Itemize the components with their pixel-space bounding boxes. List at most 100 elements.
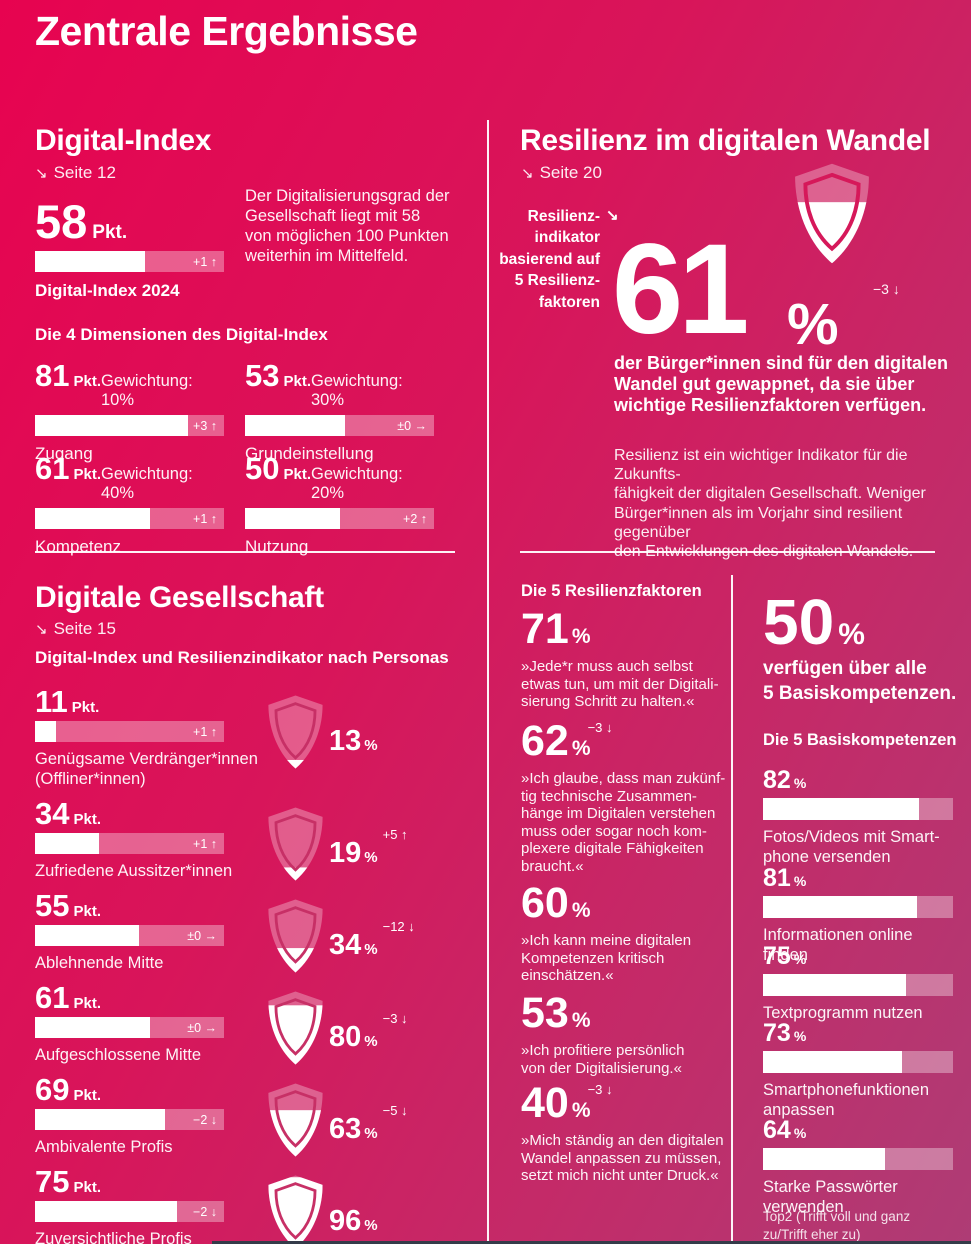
persona-change-badge: ±0 →	[187, 928, 217, 943]
persona-change-badge: −2 ↓	[193, 1204, 217, 1219]
digital-index-intro-text: Der Digitalisierungsgrad der Gesellschaf…	[245, 187, 450, 266]
dimension-unit: Pkt.	[73, 373, 101, 390]
dimension-change-badge: +1 ↑	[193, 511, 217, 526]
dimension-label: Grundeinstellung	[245, 444, 374, 463]
persona-unit: Pkt.	[73, 1179, 101, 1196]
persona-label: Genügsame Verdränger*innen (Offliner*inn…	[35, 750, 258, 788]
persona-bar-fill	[35, 1017, 151, 1038]
persona-label: Zuversichtliche Profis	[35, 1230, 192, 1244]
page-link-seite-20[interactable]: ↘ Seite 20	[521, 163, 602, 183]
page-link-label: Seite 20	[539, 163, 602, 182]
kompetenz-bar	[763, 1148, 953, 1170]
dimension-value: 50	[245, 451, 280, 486]
dimension-bar: +3 ↑	[35, 415, 224, 436]
resilience-value: 80% −3 ↓	[329, 1011, 408, 1053]
resilience-change-badge: +5 ↑	[382, 827, 408, 842]
dimension-unit: Pkt.	[283, 466, 311, 483]
dimension-card-kompetenz: 61 Pkt. Gewichtung: 40% +1 ↑ Kompetenz	[35, 453, 224, 557]
faktor-item: 40% −3 ↓ »Mich ständig an den digitalen W…	[521, 1082, 726, 1185]
dimension-change-badge: +2 ↑	[403, 511, 427, 526]
section-heading-resilienz: Resilienz im digitalen Wandel	[520, 124, 931, 157]
kompetenzen-statement: verfügen über alle 5 Basiskompetenzen.	[763, 658, 957, 704]
dimension-card-nutzung: 50 Pkt. Gewichtung: 20% +2 ↑ Nutzung	[245, 453, 434, 557]
score-bar: +1 ↑	[35, 251, 224, 272]
persona-change-badge: +1 ↑	[193, 724, 217, 739]
kompetenz-bar-fill	[763, 1051, 902, 1073]
dimension-value: 61	[35, 451, 70, 486]
persona-unit: Pkt.	[73, 811, 101, 828]
kompetenz-bar	[763, 798, 953, 820]
faktor-quote: »Ich glaube, dass man zukünf- tig techni…	[521, 770, 726, 875]
resilience-value: 19% +5 ↑	[329, 827, 408, 869]
persona-row: 69 Pkt. −2 ↓ Ambivalente Profis 63% −5 ↓	[35, 1074, 465, 1158]
kompetenz-label: Textprogramm nutzen	[763, 1004, 923, 1022]
persona-bar: −2 ↓	[35, 1201, 224, 1222]
kompetenz-bar	[763, 1051, 953, 1073]
kompetenz-label: Fotos/Videos mit Smart- phone versenden	[763, 828, 940, 866]
persona-bar-fill	[35, 1109, 166, 1130]
page-link-seite-15[interactable]: ↘ Seite 15	[35, 619, 116, 639]
resilience-value: 63% −5 ↓	[329, 1103, 408, 1145]
kompetenz-label: Informationen online finden	[763, 926, 913, 964]
persona-bar: −2 ↓	[35, 1109, 224, 1130]
dimension-label: Nutzung	[245, 537, 309, 556]
kompetenz-item: 82% Fotos/Videos mit Smart- phone versen…	[763, 768, 958, 868]
kompetenz-item: 64% Starke Passwörter verwenden	[763, 1118, 958, 1218]
kompetenzen-heading: Die 5 Basiskompetenzen	[763, 731, 957, 749]
persona-change-badge: −2 ↓	[193, 1112, 217, 1127]
faktor-quote: »Mich ständig an den digitalen Wandel an…	[521, 1132, 724, 1185]
divider-vertical-sub	[731, 575, 733, 1244]
dimension-card-grundeinstellung: 53 Pkt. Gewichtung: 30% ±0 → Grundeinstell…	[245, 360, 434, 464]
resilience-shield-icon	[268, 695, 323, 769]
persona-value: 34	[35, 796, 70, 831]
dimension-bar-fill	[35, 508, 151, 529]
persona-label: Zufriedene Aussitzer*innen	[35, 862, 233, 880]
persona-row: 55 Pkt. ±0 → Ablehnende Mitte 34% −12 ↓	[35, 890, 465, 974]
faktor-value: 62	[521, 717, 569, 765]
score-bar-fill	[35, 251, 145, 272]
persona-bar: ±0 →	[35, 925, 224, 946]
resilience-change-badge: −3 ↓	[382, 1011, 408, 1026]
dimension-bar: +2 ↑	[245, 508, 434, 529]
faktor-change-badge: −3 ↓	[587, 1082, 613, 1097]
dimension-label: Zugang	[35, 444, 93, 463]
persona-unit: Pkt.	[73, 995, 101, 1012]
arrow-down-right-icon: ↘	[35, 165, 48, 182]
divider-left	[35, 551, 455, 553]
resilience-change-badge: −5 ↓	[382, 1103, 408, 1118]
faktor-quote: »Ich profitiere persönlich von der Digit…	[521, 1042, 685, 1077]
resilience-shield-icon	[268, 807, 323, 881]
page-title: Zentrale Ergebnisse	[35, 8, 418, 54]
persona-row: 75 Pkt. −2 ↓ Zuversichtliche Profis 96%	[35, 1166, 465, 1244]
faktor-value: 60	[521, 879, 569, 927]
persona-change-badge: ±0 →	[187, 1020, 217, 1035]
dimension-unit: Pkt.	[283, 373, 311, 390]
persona-bar-fill	[35, 1201, 177, 1222]
persona-bar: +1 ↑	[35, 721, 224, 742]
kompetenzen-footnote: Top2 (Trifft voll und ganz zu/Trifft ehe…	[763, 1209, 911, 1242]
score-change-badge: +1 ↑	[193, 254, 217, 269]
persona-value: 55	[35, 888, 70, 923]
kompetenz-value: 75	[763, 942, 791, 970]
dimension-card-zugang: 81 Pkt. Gewichtung: 10% +3 ↑ Zugang	[35, 360, 224, 464]
persona-unit: Pkt.	[73, 1087, 101, 1104]
kompetenz-bar-fill	[763, 1148, 885, 1170]
persona-unit: Pkt.	[71, 699, 100, 716]
faktor-quote: »Ich kann meine digitalen Kompetenzen kr…	[521, 932, 692, 985]
kompetenz-label: Smartphonefunktionen anpassen	[763, 1081, 930, 1119]
dimension-change-badge: ±0 →	[397, 418, 427, 433]
resilience-description: Resilienz ist ein wichtiger Indikator fü…	[614, 447, 926, 560]
dimension-value: 53	[245, 358, 280, 393]
kompetenz-bar-fill	[763, 896, 917, 918]
kompetenz-bar	[763, 896, 953, 918]
divider-vertical-main	[487, 120, 489, 1244]
faktoren-heading: Die 5 Resilienzfaktoren	[521, 582, 702, 600]
page-link-seite-12[interactable]: ↘ Seite 12	[35, 163, 116, 183]
section-heading-digital-index: Digital-Index	[35, 124, 212, 157]
resilience-shield-icon-large	[795, 163, 869, 264]
dimension-bar: +1 ↑	[35, 508, 224, 529]
resilience-shield-icon	[268, 899, 323, 973]
resilience-statement: der Bürger*innen sind für den digitalen …	[614, 353, 949, 416]
personas-subheading: Digital-Index und Resilienzindikator nac…	[35, 648, 449, 667]
dimension-value: 81	[35, 358, 70, 393]
